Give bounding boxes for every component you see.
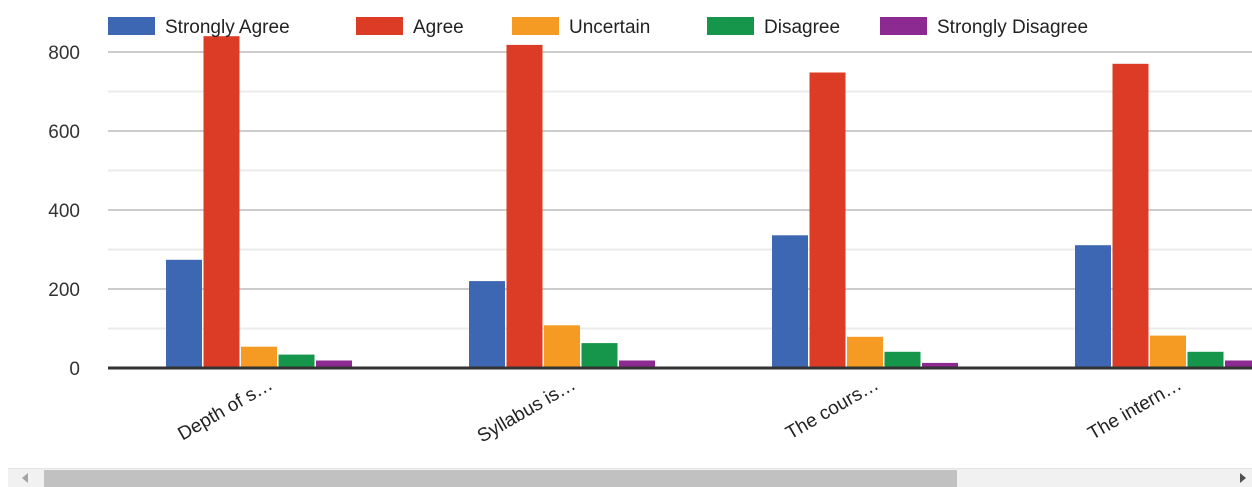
bar-agree[interactable]	[809, 72, 846, 369]
bar-disagree[interactable]	[884, 351, 921, 368]
bar-disagree[interactable]	[581, 343, 618, 368]
y-tick-label: 800	[48, 43, 80, 64]
legend-swatch	[512, 17, 559, 35]
bar-strongly-disagree[interactable]	[1225, 360, 1252, 369]
bar-uncertain[interactable]	[847, 336, 883, 368]
legend-swatch	[108, 17, 155, 35]
bar-agree[interactable]	[506, 44, 543, 369]
legend-label[interactable]: Strongly Agree	[165, 17, 290, 38]
legend-label[interactable]: Uncertain	[569, 17, 650, 38]
bar-uncertain[interactable]	[1150, 335, 1186, 368]
bars	[166, 36, 1252, 369]
legend: Strongly Agree Agree Uncertain Disagree Stro…	[108, 17, 1088, 38]
bar-agree[interactable]	[1112, 63, 1149, 369]
legend-swatch	[707, 17, 754, 35]
legend-label[interactable]: Strongly Disagree	[937, 17, 1088, 38]
bar-disagree[interactable]	[278, 354, 315, 368]
bar-strongly-disagree[interactable]	[316, 360, 352, 369]
bar-uncertain[interactable]	[241, 346, 277, 368]
scrollbar-thumb[interactable]	[44, 470, 957, 487]
bar-strongly-agree[interactable]	[1075, 245, 1111, 368]
bar-strongly-agree[interactable]	[772, 235, 808, 368]
y-tick-label: 400	[48, 201, 80, 222]
bar-disagree[interactable]	[1187, 351, 1224, 368]
bar-strongly-agree[interactable]	[166, 259, 202, 368]
legend-label[interactable]: Agree	[413, 17, 464, 38]
y-tick-label: 0	[69, 359, 80, 380]
bar-uncertain[interactable]	[544, 325, 580, 368]
bar-strongly-agree[interactable]	[469, 281, 505, 368]
gridlines	[108, 51, 1252, 330]
legend-swatch	[356, 17, 403, 35]
bar-strongly-disagree[interactable]	[922, 362, 958, 368]
y-tick-label: 200	[48, 280, 80, 301]
scroll-right-arrow-icon[interactable]	[1240, 473, 1246, 483]
bar-strongly-disagree[interactable]	[619, 360, 655, 369]
y-tick-label: 600	[48, 122, 80, 143]
legend-label[interactable]: Disagree	[764, 17, 840, 38]
horizontal-scrollbar[interactable]	[8, 468, 1252, 487]
y-axis-ticks: 0 200 400 600 800	[48, 43, 80, 380]
scroll-left-arrow-icon[interactable]	[22, 473, 28, 483]
bar-agree[interactable]	[203, 36, 240, 368]
legend-swatch	[880, 17, 927, 35]
